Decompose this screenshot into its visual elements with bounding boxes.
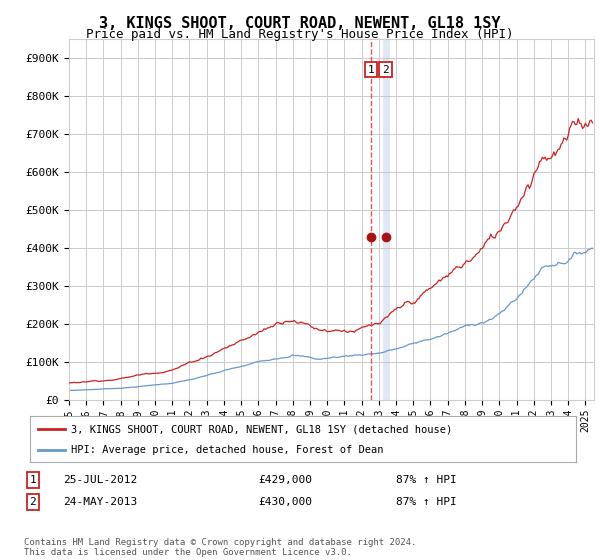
Text: 1: 1 [29, 475, 37, 485]
Text: 2: 2 [382, 64, 389, 74]
Text: 3, KINGS SHOOT, COURT ROAD, NEWENT, GL18 1SY: 3, KINGS SHOOT, COURT ROAD, NEWENT, GL18… [99, 16, 501, 31]
Text: Price paid vs. HM Land Registry's House Price Index (HPI): Price paid vs. HM Land Registry's House … [86, 28, 514, 41]
Text: 1: 1 [368, 64, 374, 74]
Text: 2: 2 [29, 497, 37, 507]
Text: £429,000: £429,000 [258, 475, 312, 485]
Text: 3, KINGS SHOOT, COURT ROAD, NEWENT, GL18 1SY (detached house): 3, KINGS SHOOT, COURT ROAD, NEWENT, GL18… [71, 424, 452, 435]
Text: £430,000: £430,000 [258, 497, 312, 507]
Text: HPI: Average price, detached house, Forest of Dean: HPI: Average price, detached house, Fore… [71, 445, 383, 455]
Text: 87% ↑ HPI: 87% ↑ HPI [396, 497, 457, 507]
Text: 24-MAY-2013: 24-MAY-2013 [63, 497, 137, 507]
Text: 87% ↑ HPI: 87% ↑ HPI [396, 475, 457, 485]
Text: Contains HM Land Registry data © Crown copyright and database right 2024.
This d: Contains HM Land Registry data © Crown c… [24, 538, 416, 557]
Text: 25-JUL-2012: 25-JUL-2012 [63, 475, 137, 485]
